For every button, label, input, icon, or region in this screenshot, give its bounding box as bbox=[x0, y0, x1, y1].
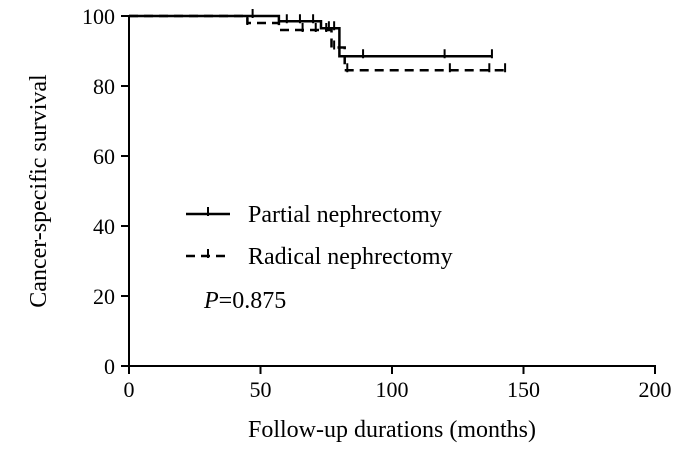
y-tick-label: 100 bbox=[82, 4, 115, 29]
x-tick-label: 200 bbox=[639, 377, 672, 402]
y-tick-label: 80 bbox=[93, 74, 115, 99]
x-tick-label: 150 bbox=[507, 377, 540, 402]
p-value-number: =0.875 bbox=[219, 288, 287, 314]
y-tick-label: 20 bbox=[93, 284, 115, 309]
legend-label-radical: Radical nephrectomy bbox=[248, 244, 453, 270]
y-tick-label: 60 bbox=[93, 144, 115, 169]
legend-label-partial: Partial nephrectomy bbox=[248, 202, 442, 228]
legend-sample-partial bbox=[186, 207, 230, 216]
p-value-symbol: P bbox=[203, 288, 219, 314]
y-tick-label: 0 bbox=[104, 354, 115, 379]
x-tick-label: 100 bbox=[376, 377, 409, 402]
x-tick-label: 0 bbox=[124, 377, 135, 402]
plot-area: 0 20 40 60 80 100 0 50 100 150 200 bbox=[82, 4, 672, 402]
y-tick-label: 40 bbox=[93, 214, 115, 239]
km-curve-radical bbox=[129, 14, 506, 72]
km-curve-partial bbox=[129, 14, 492, 58]
legend: Partial nephrectomy Radical nephrectomy bbox=[186, 202, 453, 270]
x-axis-title: Follow-up durations (months) bbox=[248, 417, 536, 443]
y-axis-title: Cancer-specific survival bbox=[26, 74, 52, 308]
x-tick-label: 50 bbox=[250, 377, 272, 402]
p-value-annotation: P=0.875 bbox=[203, 288, 286, 314]
legend-sample-radical bbox=[186, 249, 230, 258]
